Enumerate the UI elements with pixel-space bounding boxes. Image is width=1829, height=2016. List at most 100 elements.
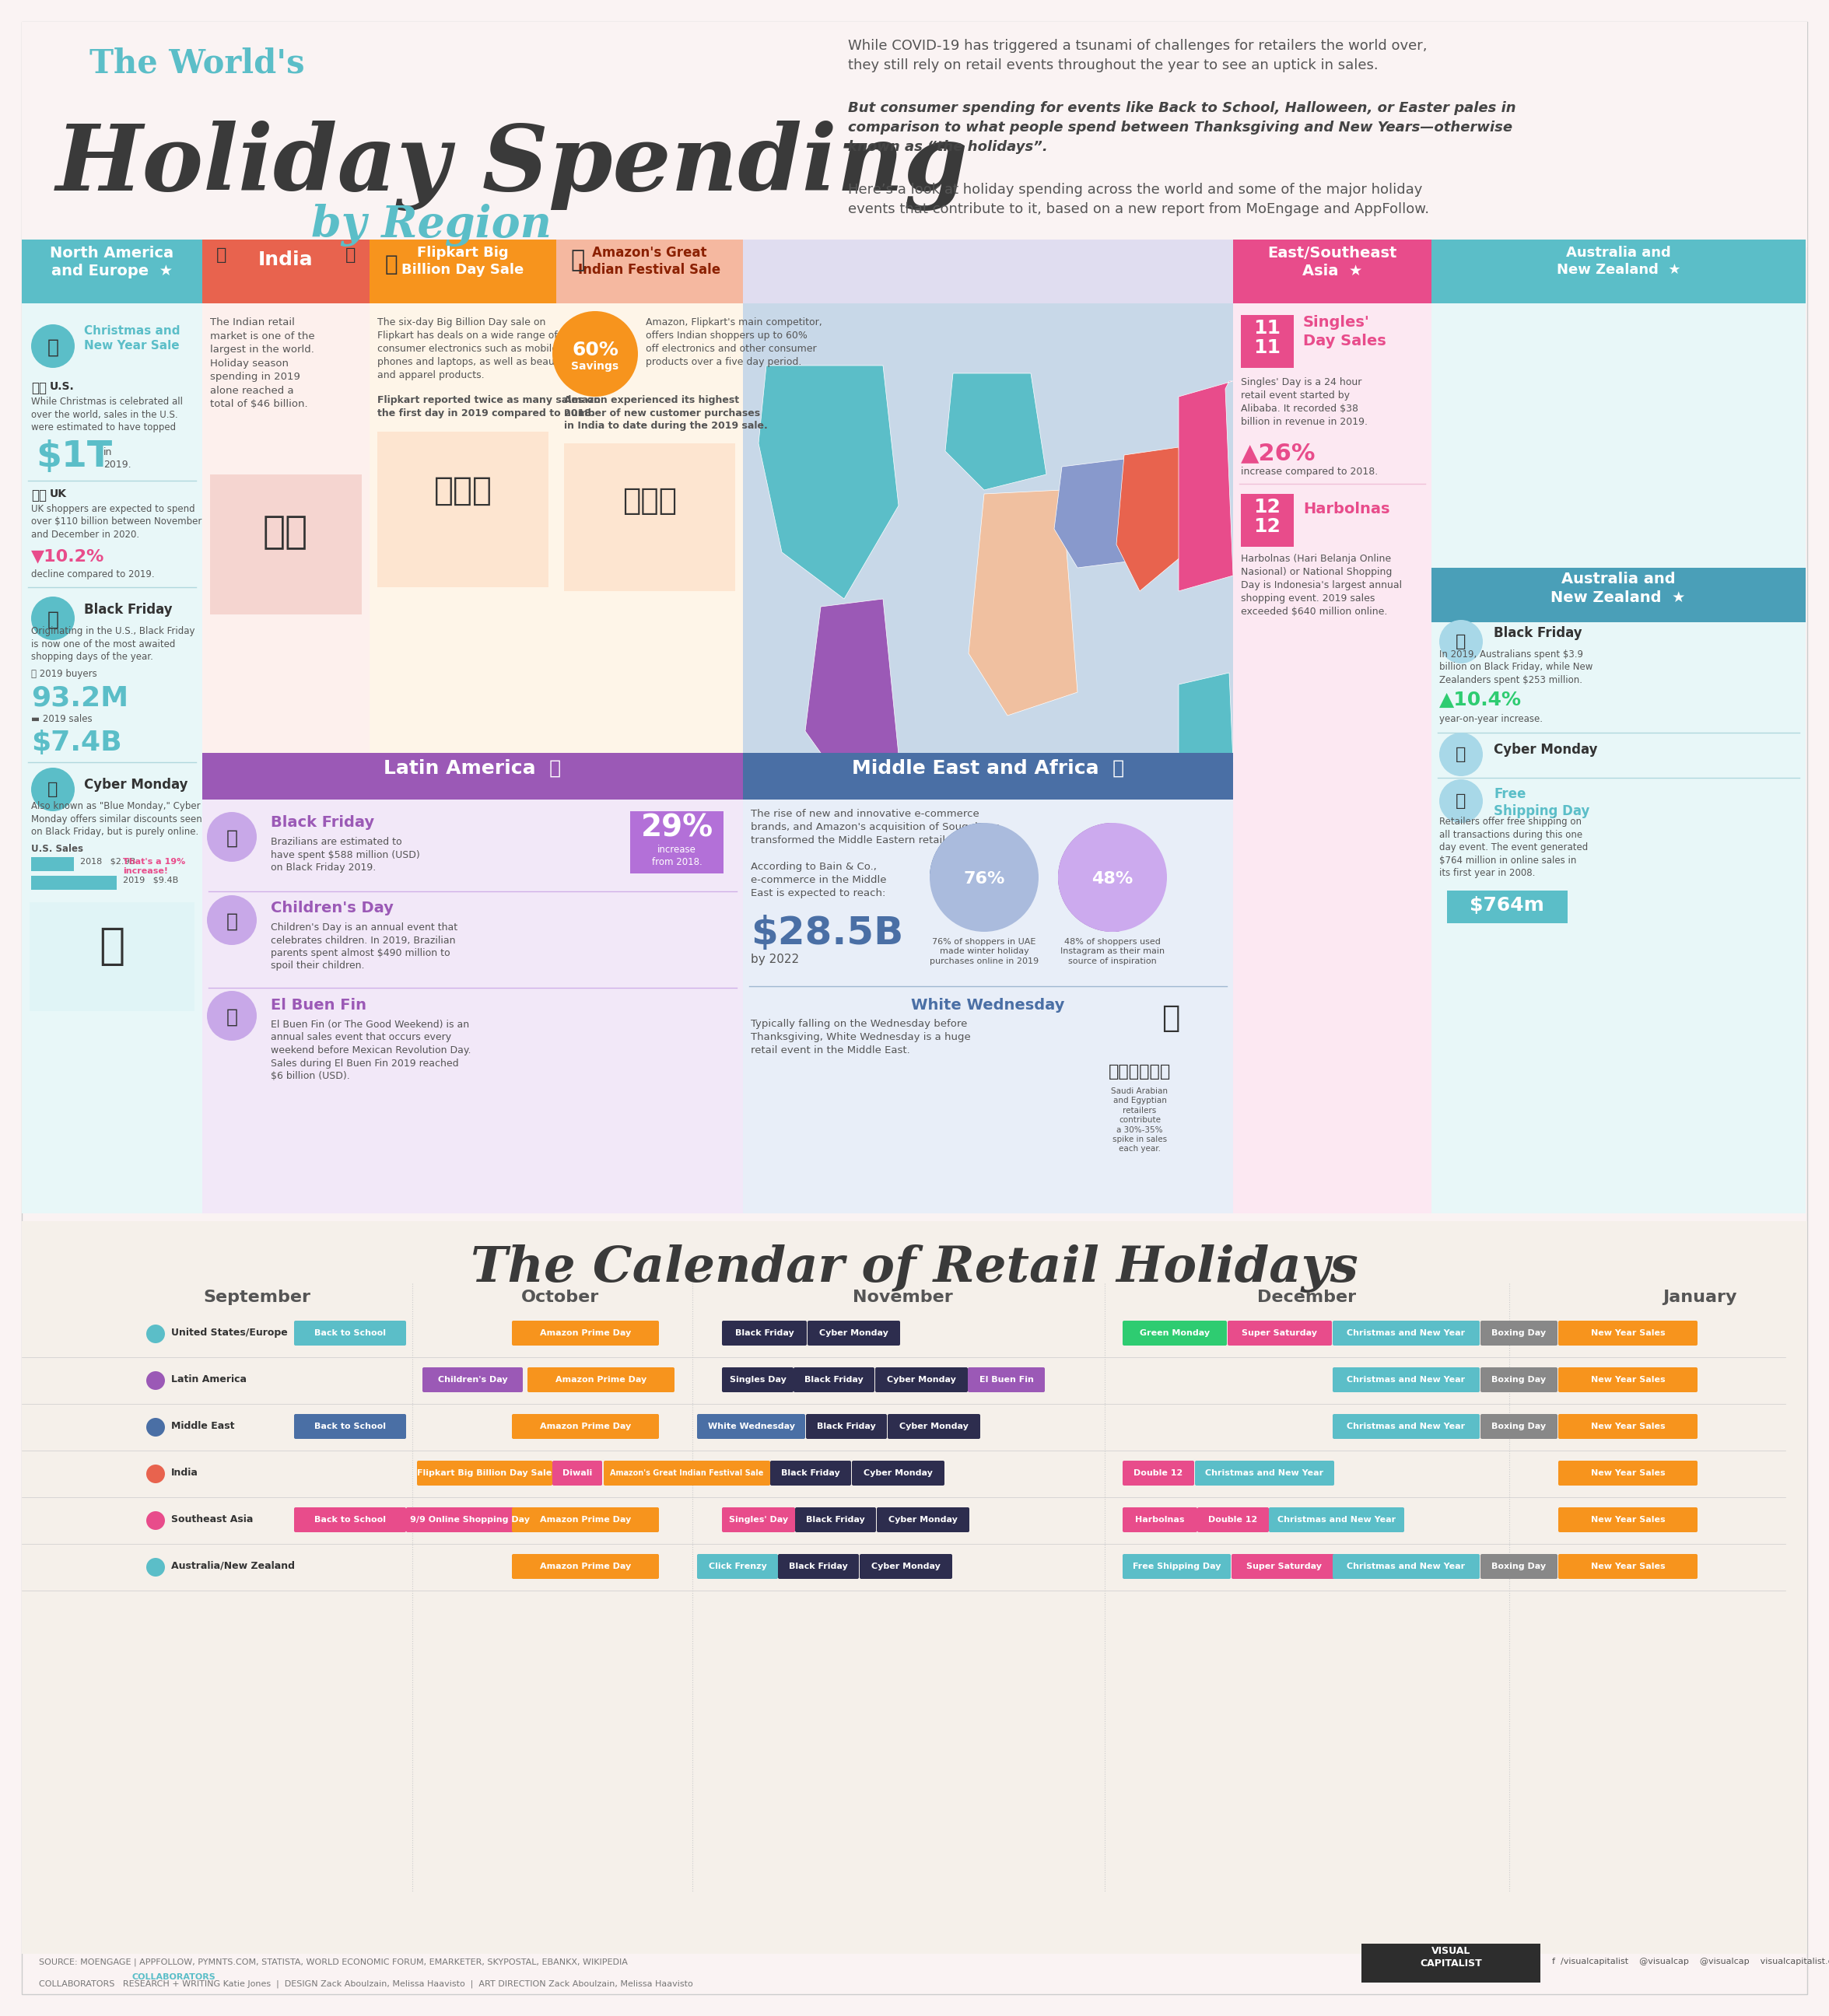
Text: ▲10.4%: ▲10.4% xyxy=(1439,691,1522,710)
Text: Children's Day is an annual event that
celebrates children. In 2019, Brazilian
p: Children's Day is an annual event that c… xyxy=(271,923,457,972)
FancyBboxPatch shape xyxy=(794,1367,874,1393)
Text: Singles' Day: Singles' Day xyxy=(730,1516,788,1524)
Text: Free Shipping Day: Free Shipping Day xyxy=(1132,1562,1220,1570)
FancyBboxPatch shape xyxy=(1558,1554,1697,1579)
FancyBboxPatch shape xyxy=(1333,1320,1480,1345)
Circle shape xyxy=(31,768,75,810)
FancyBboxPatch shape xyxy=(743,752,1233,800)
FancyBboxPatch shape xyxy=(1480,1413,1558,1439)
Circle shape xyxy=(207,992,256,1040)
FancyBboxPatch shape xyxy=(852,1462,944,1486)
Text: Boxing Day: Boxing Day xyxy=(1492,1375,1546,1383)
FancyBboxPatch shape xyxy=(31,857,73,871)
FancyBboxPatch shape xyxy=(512,1413,658,1439)
Text: 🛷: 🛷 xyxy=(99,925,124,968)
Text: Back to School: Back to School xyxy=(315,1329,386,1337)
Text: 🖥: 🖥 xyxy=(1456,746,1467,762)
FancyBboxPatch shape xyxy=(743,302,1233,1214)
Wedge shape xyxy=(1057,823,1119,931)
Text: Amazon Prime Day: Amazon Prime Day xyxy=(556,1375,647,1383)
Text: While Christmas is celebrated all
over the world, sales in the U.S.
were estimat: While Christmas is celebrated all over t… xyxy=(31,397,183,433)
Polygon shape xyxy=(1116,448,1187,591)
Text: Black Friday: Black Friday xyxy=(805,1375,863,1383)
Text: Cyber Monday: Cyber Monday xyxy=(84,778,188,792)
Text: Middle East and Africa  🌙: Middle East and Africa 🌙 xyxy=(852,760,1125,778)
FancyBboxPatch shape xyxy=(294,1320,406,1345)
Text: Singles' Day is a 24 hour
retail event started by
Alibaba. It recorded $38
billi: Singles' Day is a 24 hour retail event s… xyxy=(1240,377,1368,427)
FancyBboxPatch shape xyxy=(203,302,369,1214)
Text: 🛒: 🛒 xyxy=(386,254,399,276)
Text: Black Friday: Black Friday xyxy=(271,814,375,831)
Text: 🛍: 🛍 xyxy=(1456,633,1467,649)
FancyBboxPatch shape xyxy=(743,800,1233,1214)
Circle shape xyxy=(146,1558,165,1577)
Text: In 2019, Australians spent $3.9
billion on Black Friday, while New
Zealanders sp: In 2019, Australians spent $3.9 billion … xyxy=(1439,649,1593,685)
FancyBboxPatch shape xyxy=(1558,1367,1697,1393)
Circle shape xyxy=(146,1464,165,1484)
Wedge shape xyxy=(929,823,1039,931)
Circle shape xyxy=(207,895,256,946)
Text: 🎄: 🎄 xyxy=(48,339,59,357)
Text: $7.4B: $7.4B xyxy=(31,730,123,756)
FancyBboxPatch shape xyxy=(1333,1367,1480,1393)
Text: Cyber Monday: Cyber Monday xyxy=(900,1423,969,1429)
Text: $764m: $764m xyxy=(1471,895,1544,915)
Circle shape xyxy=(146,1417,165,1437)
Text: Latin America  🕯️: Latin America 🕯️ xyxy=(384,760,562,778)
FancyBboxPatch shape xyxy=(1240,494,1293,546)
Text: 👤 2019 buyers: 👤 2019 buyers xyxy=(31,669,97,679)
Text: Amazon Prime Day: Amazon Prime Day xyxy=(540,1562,631,1570)
Text: Southeast Asia: Southeast Asia xyxy=(172,1514,252,1524)
Text: Cyber Monday: Cyber Monday xyxy=(887,1375,957,1383)
Polygon shape xyxy=(969,490,1077,716)
Text: Christmas and New Year: Christmas and New Year xyxy=(1205,1470,1324,1478)
FancyBboxPatch shape xyxy=(604,1462,770,1486)
Text: Christmas and New Year: Christmas and New Year xyxy=(1346,1423,1465,1429)
Text: New Year Sales: New Year Sales xyxy=(1591,1562,1664,1570)
Text: 👶: 👶 xyxy=(227,913,238,931)
FancyBboxPatch shape xyxy=(22,22,1807,1994)
Text: September: September xyxy=(203,1290,311,1304)
FancyBboxPatch shape xyxy=(1480,1367,1558,1393)
Text: Australia and
New Zealand  ★: Australia and New Zealand ★ xyxy=(1556,246,1681,276)
FancyBboxPatch shape xyxy=(697,1554,777,1579)
FancyBboxPatch shape xyxy=(1480,1320,1558,1345)
Text: Singles'
Day Sales: Singles' Day Sales xyxy=(1302,314,1386,349)
Text: Singles Day: Singles Day xyxy=(730,1375,786,1383)
Text: Cyber Monday: Cyber Monday xyxy=(871,1562,940,1570)
FancyBboxPatch shape xyxy=(722,1367,794,1393)
FancyBboxPatch shape xyxy=(1333,1554,1480,1579)
FancyBboxPatch shape xyxy=(22,1222,1807,1954)
FancyBboxPatch shape xyxy=(722,1508,796,1532)
FancyBboxPatch shape xyxy=(512,1554,658,1579)
Text: Green Monday: Green Monday xyxy=(1139,1329,1209,1337)
Text: While COVID-19 has triggered a tsunami of challenges for retailers the world ove: While COVID-19 has triggered a tsunami o… xyxy=(849,38,1427,73)
Text: Free
Shipping Day: Free Shipping Day xyxy=(1494,786,1589,818)
FancyBboxPatch shape xyxy=(1233,302,1432,1214)
Circle shape xyxy=(1439,732,1483,776)
Wedge shape xyxy=(1057,823,1167,931)
Text: 48%: 48% xyxy=(1092,871,1134,887)
Text: Typically falling on the Wednesday before
Thanksgiving, White Wednesday is a hug: Typically falling on the Wednesday befor… xyxy=(750,1018,971,1056)
Text: New Year Sales: New Year Sales xyxy=(1591,1470,1664,1478)
Text: Amazon Prime Day: Amazon Prime Day xyxy=(540,1423,631,1429)
Text: Retailers offer free shipping on
all transactions during this one
day event. The: Retailers offer free shipping on all tra… xyxy=(1439,816,1588,879)
FancyBboxPatch shape xyxy=(512,1508,658,1532)
Text: Harbolnas (Hari Belanja Online
Nasional) or National Shopping
Day is Indonesia's: Harbolnas (Hari Belanja Online Nasional)… xyxy=(1240,554,1403,617)
Text: Here’s a look at holiday spending across the world and some of the major holiday: Here’s a look at holiday spending across… xyxy=(849,183,1428,216)
Circle shape xyxy=(146,1325,165,1343)
Text: Black Friday: Black Friday xyxy=(84,603,172,617)
Text: Diwali: Diwali xyxy=(562,1470,593,1478)
FancyBboxPatch shape xyxy=(1123,1508,1198,1532)
FancyBboxPatch shape xyxy=(876,1367,968,1393)
Polygon shape xyxy=(1178,673,1233,778)
Text: Super Saturday: Super Saturday xyxy=(1246,1562,1321,1570)
Text: Black Friday: Black Friday xyxy=(735,1329,794,1337)
Text: Holiday Spending: Holiday Spending xyxy=(57,121,969,212)
FancyBboxPatch shape xyxy=(369,302,556,1214)
Text: $1T: $1T xyxy=(37,439,112,474)
Text: Amazon Prime Day: Amazon Prime Day xyxy=(540,1329,631,1337)
Text: 11: 11 xyxy=(1253,339,1280,357)
FancyBboxPatch shape xyxy=(1558,1462,1697,1486)
Text: 📱💻🛒: 📱💻🛒 xyxy=(433,474,492,508)
